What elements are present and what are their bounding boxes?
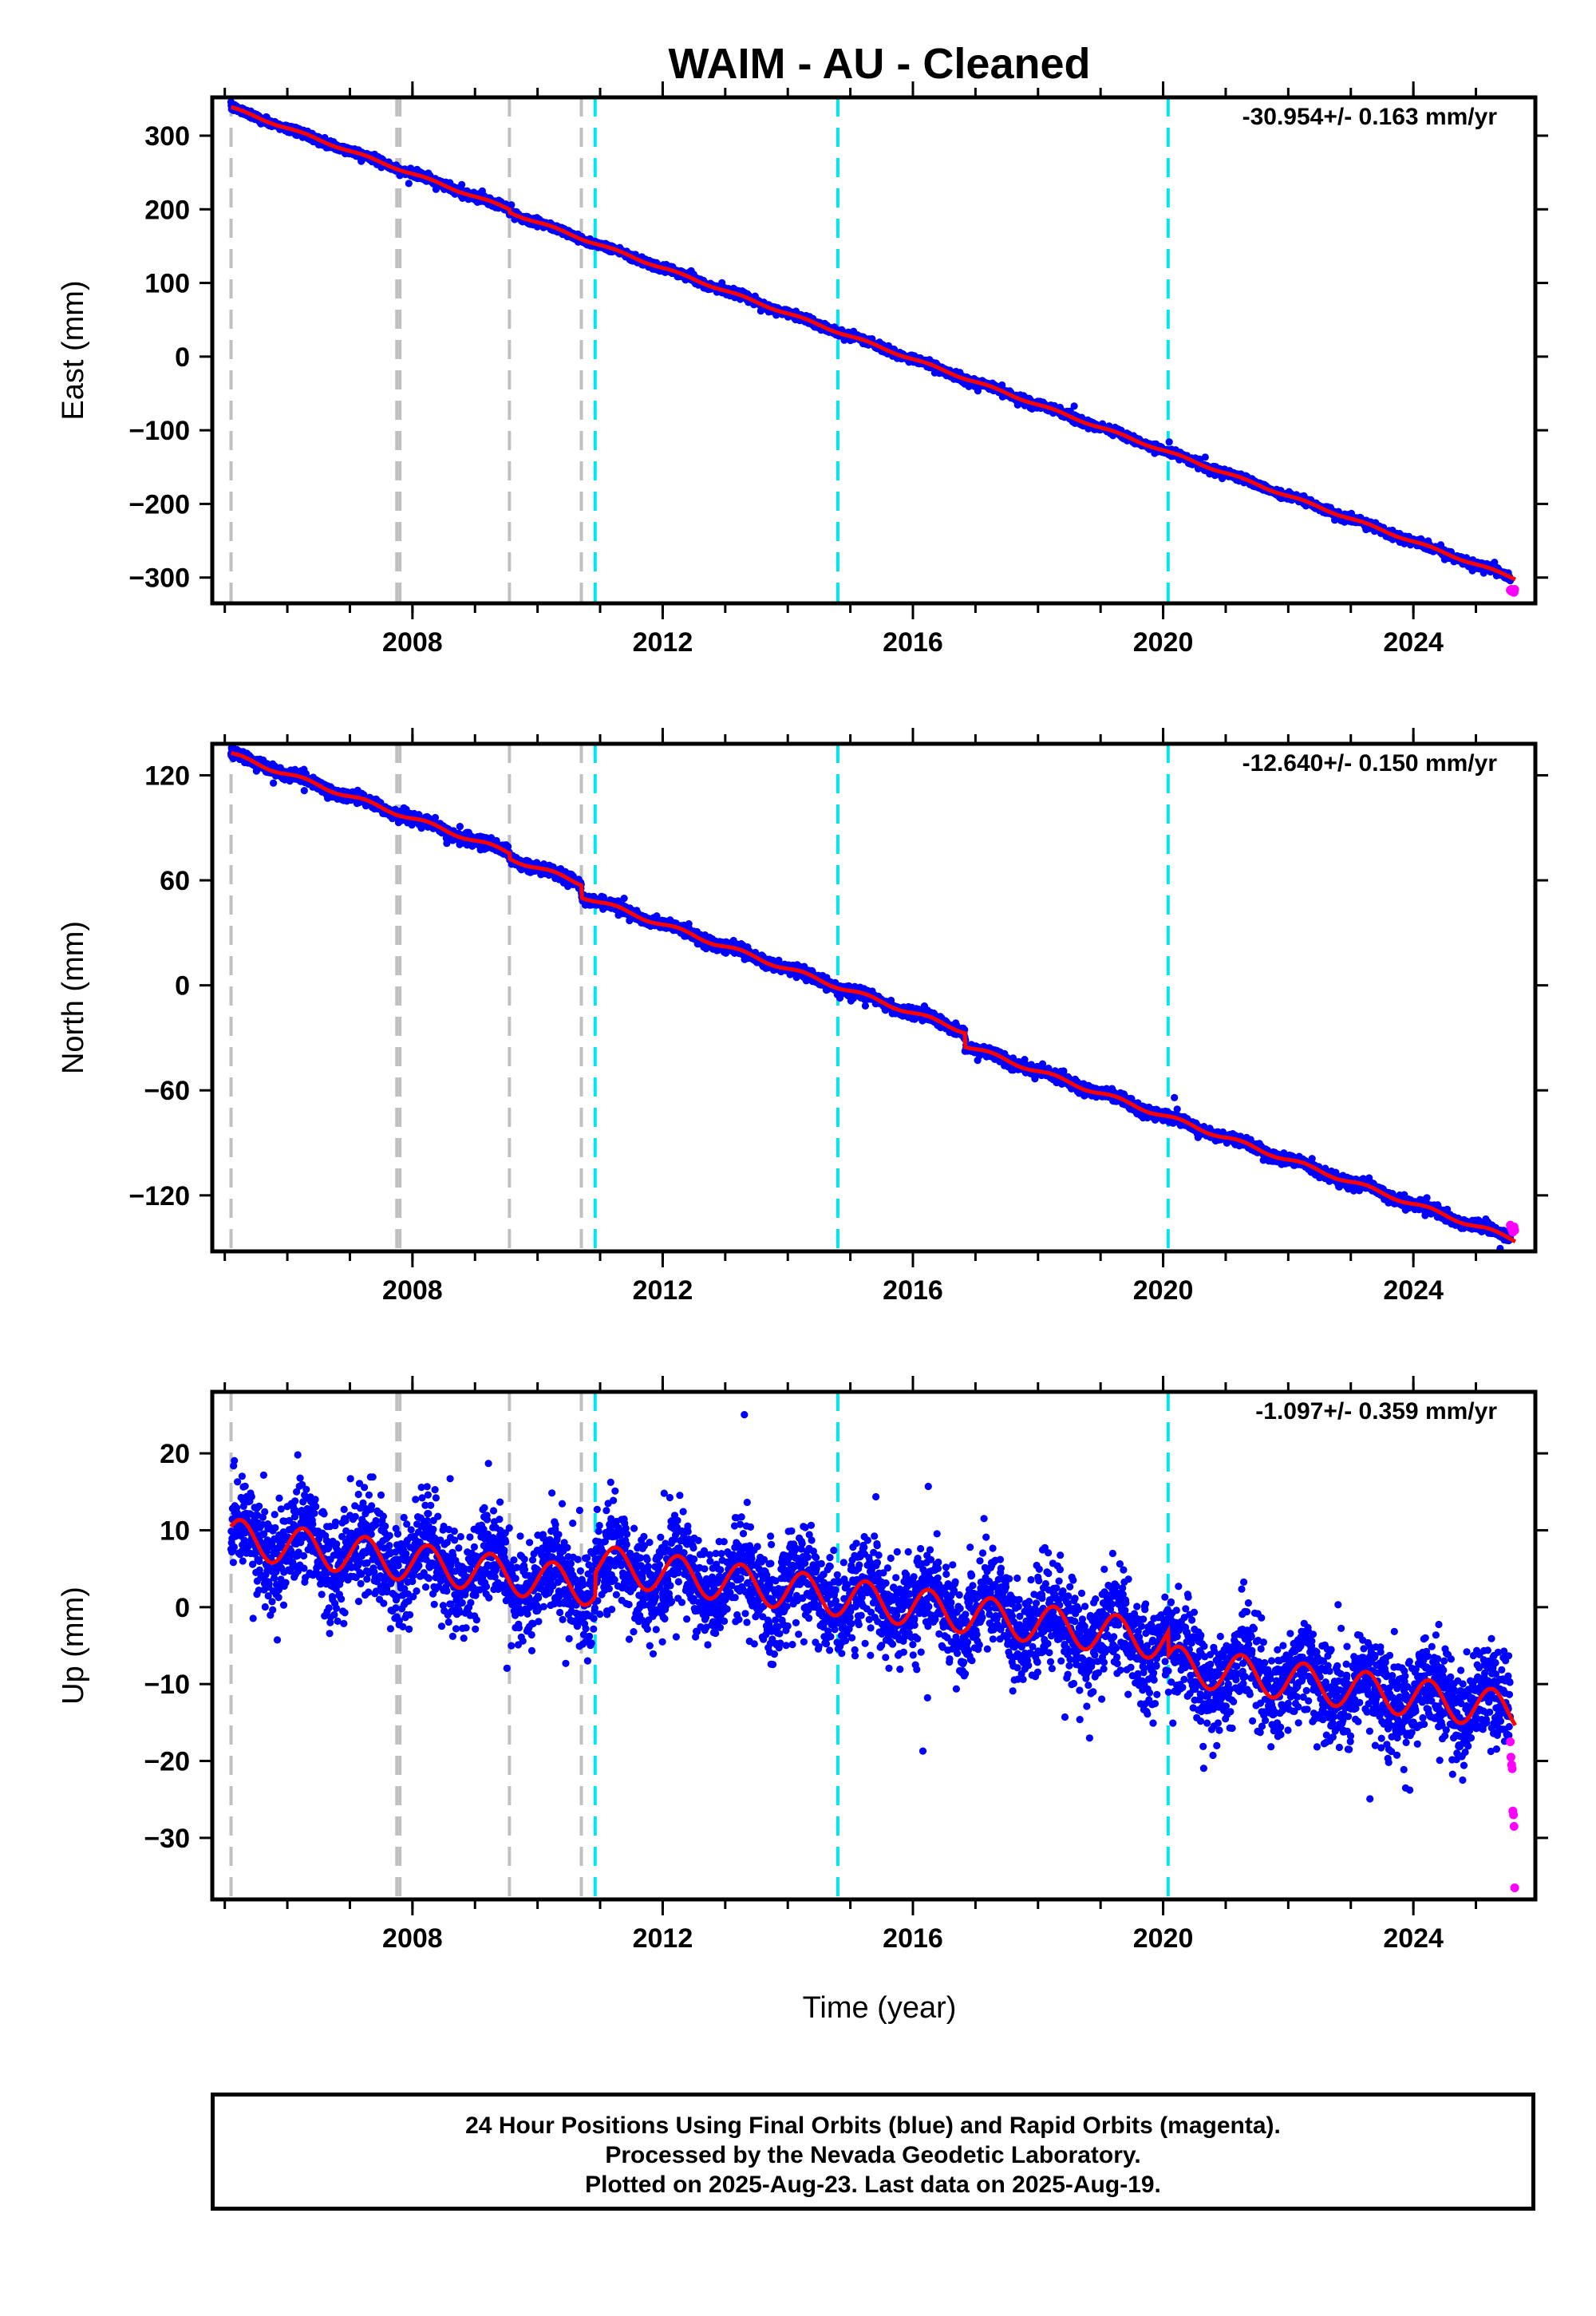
final-orbit-point <box>405 180 413 188</box>
final-orbit-point <box>1201 453 1209 461</box>
final-orbit-point <box>458 180 466 188</box>
rapid-orbit-points-east <box>1506 585 1519 597</box>
model-fit-line-east <box>230 105 1517 582</box>
final-orbit-point <box>508 201 516 209</box>
chart-title: WAIM - AU - Cleaned <box>668 40 1090 88</box>
final-orbit-point <box>1165 438 1173 446</box>
x-axis-label: Time (year) <box>803 1991 957 2025</box>
final-orbit-point <box>1070 402 1078 410</box>
plot-area-east <box>227 97 1519 603</box>
